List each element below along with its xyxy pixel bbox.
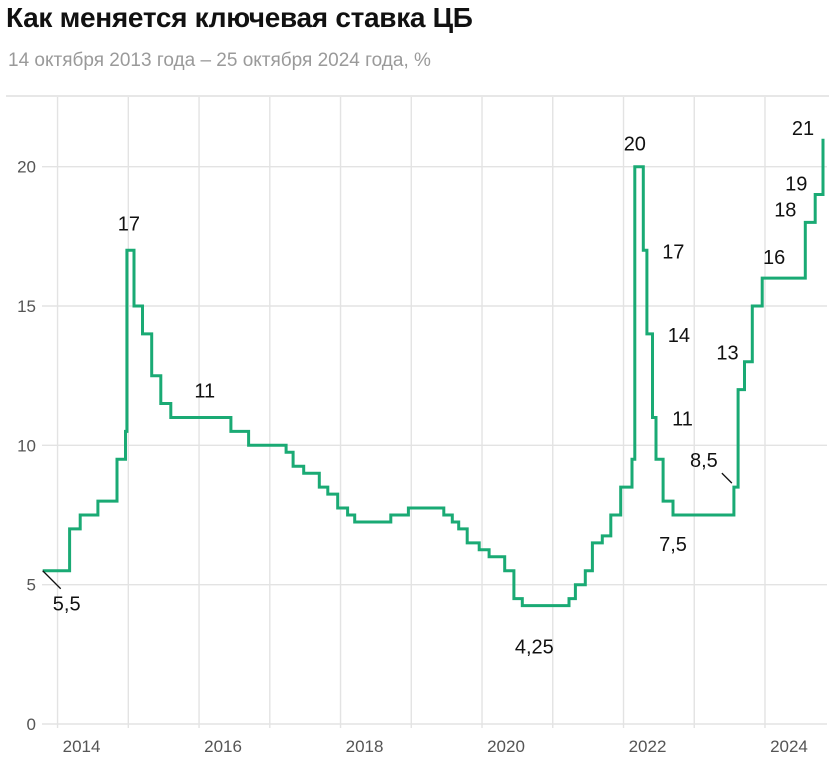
- data-label: 19: [785, 174, 807, 196]
- data-label: 11: [672, 408, 693, 430]
- grid-lines: [6, 95, 829, 728]
- y-tick-label: 20: [17, 158, 36, 177]
- data-label: 13: [716, 343, 738, 365]
- y-tick-label: 0: [27, 715, 36, 734]
- y-tick-label: 10: [17, 436, 36, 455]
- data-label-leader: [721, 472, 733, 484]
- data-label: 17: [118, 213, 140, 235]
- y-tick-label: 5: [27, 576, 36, 595]
- x-tick-label: 2018: [346, 737, 384, 756]
- data-label: 14: [668, 325, 690, 347]
- series-layer: [42, 138, 825, 608]
- data-label: 18: [774, 199, 796, 221]
- data-labels: 5,5 17 11 4,25 20 17 14 11 7,5 8,5 13 16 18 19 21: [42, 118, 814, 659]
- data-label: 17: [662, 241, 684, 263]
- data-label-leader: [42, 570, 62, 590]
- chart-subtitle: 14 октября 2013 года – 25 октября 2024 г…: [8, 50, 431, 71]
- key-rate-line: [42, 138, 825, 608]
- data-label: 5,5: [53, 594, 81, 616]
- data-label: 16: [763, 247, 785, 269]
- x-tick-label: 2020: [487, 737, 525, 756]
- data-label: 20: [624, 134, 646, 156]
- data-label: 8,5: [690, 450, 718, 472]
- data-label: 21: [792, 118, 814, 140]
- x-tick-label: 2022: [629, 737, 667, 756]
- data-label: 11: [194, 380, 215, 402]
- data-label: 4,25: [515, 637, 554, 659]
- data-label: 7,5: [659, 534, 687, 556]
- x-tick-label: 2024: [770, 737, 808, 756]
- x-tick-label: 2016: [204, 737, 242, 756]
- y-tick-label: 15: [17, 297, 36, 316]
- x-tick-label: 2014: [63, 737, 101, 756]
- chart-title: Как меняется ключевая ставка ЦБ: [6, 2, 473, 33]
- axis-ticks: 0 5 10 15 20 2014 2016 2018 2020 2022 2024: [17, 158, 808, 756]
